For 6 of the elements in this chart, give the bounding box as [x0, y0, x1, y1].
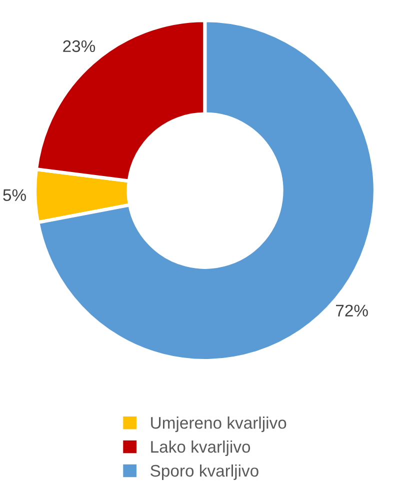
- data-label: 72%: [336, 304, 368, 316]
- data-label: 23%: [63, 40, 96, 52]
- legend-label: Umjereno kvarljivo: [151, 416, 286, 432]
- legend-label: Sporo kvarljivo: [150, 464, 258, 480]
- data-label: 5%: [3, 189, 26, 202]
- legend-label: Lako kvarljivo: [151, 440, 250, 456]
